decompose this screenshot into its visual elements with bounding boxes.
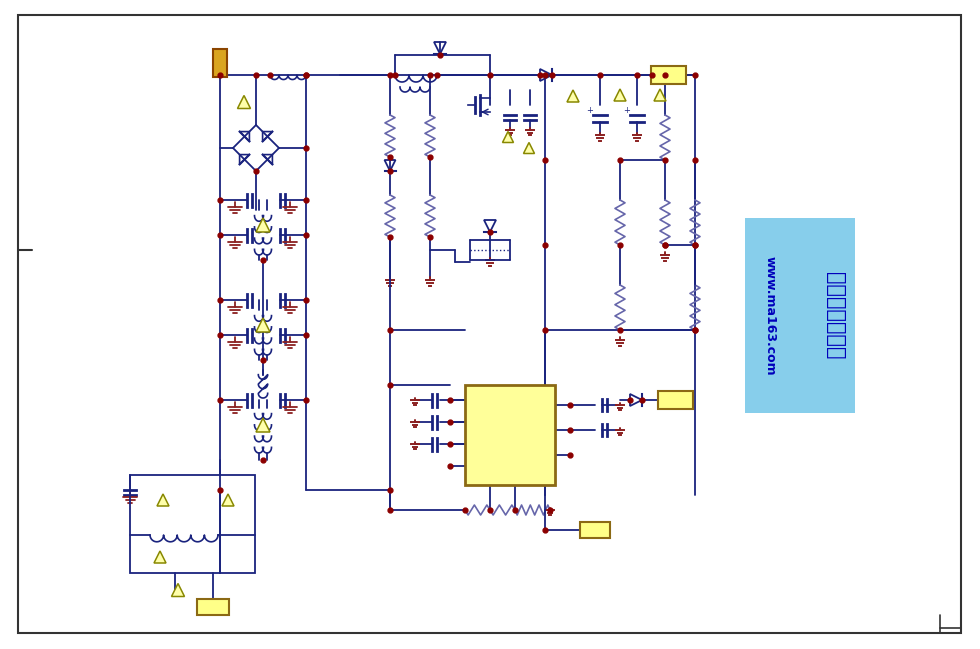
Text: +: +: [623, 106, 630, 115]
Polygon shape: [567, 90, 579, 102]
Polygon shape: [614, 89, 626, 101]
Text: 电子技术资料图: 电子技术资料图: [825, 272, 845, 360]
Polygon shape: [222, 494, 234, 506]
Polygon shape: [256, 418, 270, 432]
Bar: [130, 475, 255, 573]
Bar: [580, 522, 610, 538]
Polygon shape: [654, 89, 666, 101]
Text: www.ma163.com: www.ma163.com: [763, 256, 776, 375]
Polygon shape: [503, 132, 514, 143]
Bar: [658, 391, 693, 409]
Polygon shape: [523, 143, 534, 154]
Text: +: +: [587, 106, 594, 115]
Polygon shape: [237, 95, 251, 108]
Bar: [465, 385, 555, 485]
Polygon shape: [154, 551, 166, 563]
Polygon shape: [256, 218, 270, 232]
Bar: [651, 66, 685, 84]
Polygon shape: [256, 318, 270, 332]
Polygon shape: [157, 494, 169, 506]
Bar: [745, 218, 855, 413]
Polygon shape: [172, 583, 184, 596]
Bar: [213, 49, 227, 77]
Bar: [197, 599, 229, 615]
